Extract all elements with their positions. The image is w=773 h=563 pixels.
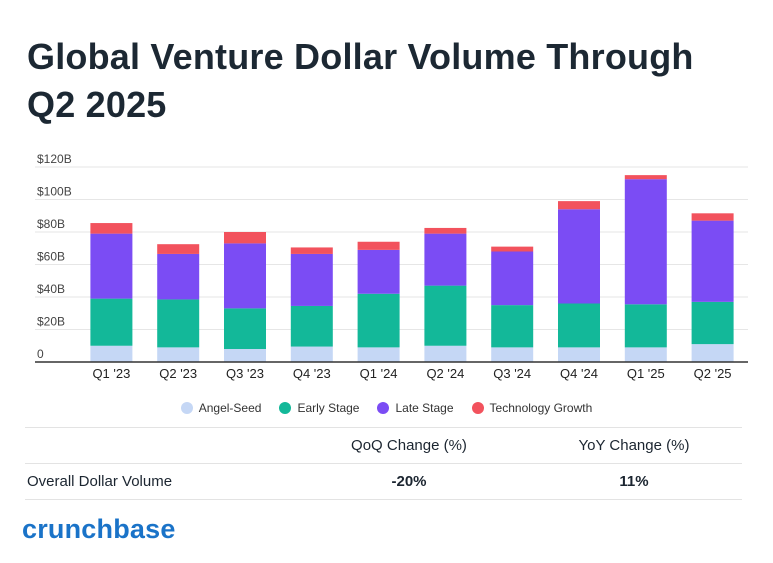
x-tick-label: Q4 '23 (293, 366, 331, 381)
bar-technology-growth (224, 232, 266, 244)
bar-technology-growth (491, 246, 534, 252)
legend-label: Early Stage (297, 401, 360, 415)
y-tick-label: $100B (37, 185, 72, 199)
y-tick-label: $60B (37, 250, 65, 264)
header-qoq: QoQ Change (%) (351, 437, 467, 454)
bar-technology-growth (357, 241, 400, 250)
bar-late-stage (691, 220, 734, 302)
y-tick-label: $20B (37, 315, 65, 329)
bar-late-stage (558, 209, 600, 304)
qoq-value: -20% (391, 473, 427, 490)
x-tick-label: Q1 '25 (627, 366, 665, 381)
bar-technology-growth (558, 201, 600, 210)
bar-late-stage (157, 253, 200, 300)
change-table: QoQ Change (%) YoY Change (%) Overall Do… (25, 427, 742, 500)
legend-item-late-stage: Late Stage (377, 401, 454, 415)
bar-angel-seed (691, 344, 734, 362)
bar-late-stage (624, 179, 667, 305)
bar-early-stage (224, 308, 266, 349)
bar-late-stage (491, 251, 534, 306)
bar-angel-seed (491, 347, 534, 362)
bar-late-stage (290, 253, 333, 306)
x-tick-label: Q1 '23 (92, 366, 130, 381)
bar-angel-seed (558, 347, 600, 362)
legend-label: Late Stage (395, 401, 454, 415)
bar-early-stage (90, 298, 133, 346)
chart-title: Global Venture Dollar Volume Through Q2 … (27, 36, 694, 125)
legend-item-technology-growth: Technology Growth (471, 401, 593, 415)
row-label: Overall Dollar Volume (27, 473, 173, 490)
bar-late-stage (90, 233, 133, 299)
bar-early-stage (357, 293, 400, 348)
x-tick-label: Q1 '24 (360, 366, 398, 381)
bar-early-stage (691, 301, 734, 345)
bar-early-stage (491, 305, 534, 348)
bar-angel-seed (290, 346, 333, 362)
y-tick-label: $80B (37, 217, 65, 231)
y-tick-label: $40B (37, 282, 65, 296)
bar-angel-seed (357, 347, 400, 362)
y-tick-label: $120B (37, 152, 72, 166)
bar-technology-growth (424, 227, 467, 234)
x-tick-label: Q2 '25 (694, 366, 732, 381)
table-header-row: QoQ Change (%) YoY Change (%) (25, 427, 742, 463)
bar-technology-growth (157, 244, 200, 254)
bar-late-stage (357, 249, 400, 294)
bar-angel-seed (157, 347, 200, 362)
legend-label: Angel-Seed (198, 401, 262, 415)
bar-technology-growth (290, 247, 333, 254)
legend-swatch (279, 402, 292, 414)
x-tick-label: Q2 '24 (426, 366, 464, 381)
bar-early-stage (424, 285, 467, 346)
x-tick-label: Q4 '24 (560, 366, 598, 381)
bar-late-stage (424, 233, 467, 286)
bar-technology-growth (691, 213, 734, 221)
header-yoy: YoY Change (%) (578, 437, 690, 454)
legend-swatch (377, 402, 390, 414)
stacked-bar-chart: $120B $100B $80B $60B $40B $20B 0 Q1 '23 Q2 '23 Q… (35, 152, 748, 381)
bar-early-stage (157, 299, 200, 348)
legend-item-angel-seed: Angel-Seed (180, 401, 262, 415)
bar-late-stage (224, 243, 266, 309)
yoy-value: 11% (619, 473, 649, 490)
bar-angel-seed (90, 345, 133, 362)
chart-legend: Angel-Seed Early Stage Late Stage Techno… (0, 401, 773, 415)
crunchbase-logo: crunchbase (22, 514, 176, 544)
legend-swatch (471, 402, 484, 414)
bar-angel-seed (624, 347, 667, 362)
legend-item-early-stage: Early Stage (279, 401, 359, 415)
bar-technology-growth (624, 175, 667, 180)
bar-angel-seed (224, 349, 266, 362)
x-tick-label: Q3 '23 (226, 366, 264, 381)
x-tick-label: Q3 '24 (493, 366, 531, 381)
bar-early-stage (624, 304, 667, 348)
bar-early-stage (290, 305, 333, 347)
table-row: Overall Dollar Volume -20% 11% (25, 463, 742, 500)
y-tick-label: 0 (37, 347, 44, 361)
bar-technology-growth (90, 223, 133, 234)
bar-angel-seed (424, 345, 467, 362)
x-tick-label: Q2 '23 (159, 366, 197, 381)
legend-swatch (180, 402, 193, 414)
bar-early-stage (558, 303, 600, 348)
legend-label: Technology Growth (489, 401, 593, 415)
